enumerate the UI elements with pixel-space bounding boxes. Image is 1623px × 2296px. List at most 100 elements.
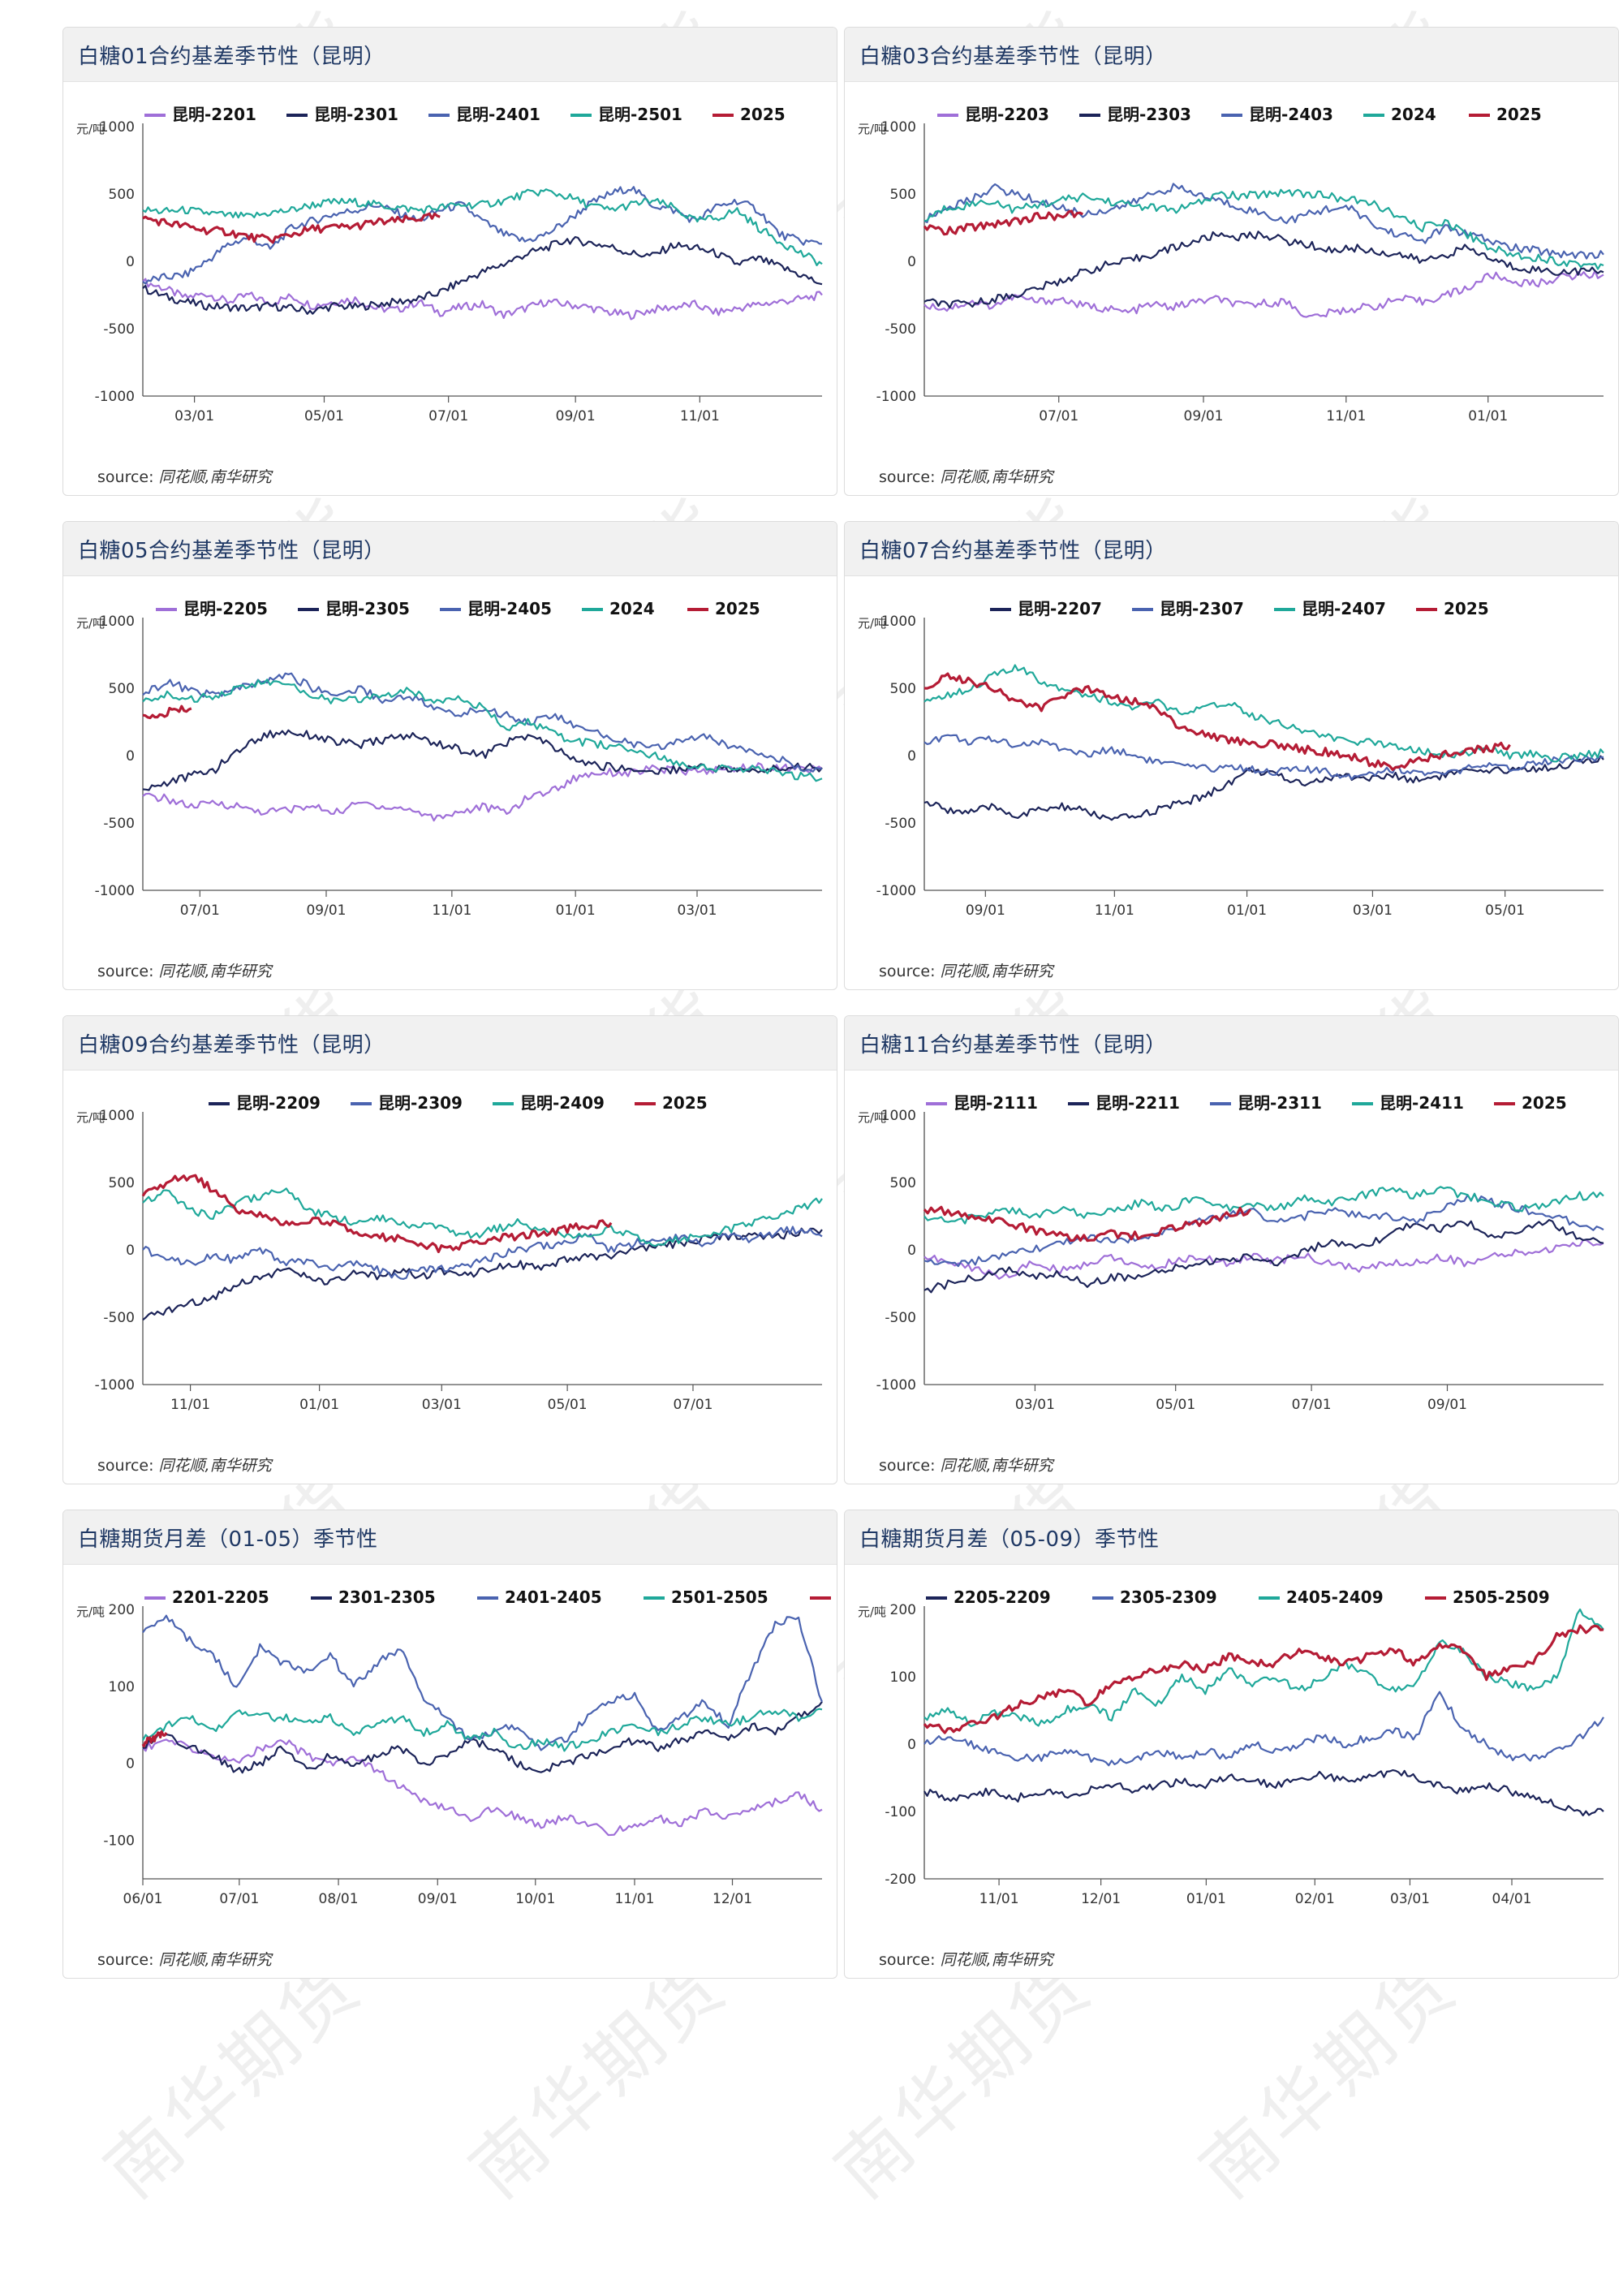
legend-label: 2025 xyxy=(1496,105,1542,124)
y-tick-label: 500 xyxy=(109,187,135,203)
chart-panel-07-basis: 白糖07合约基差季节性（昆明） 元/吨 1000 500 0 -500 -1000 09/0… xyxy=(844,521,1619,990)
legend-label: 2025 xyxy=(1522,1093,1567,1113)
legend-label: 2405-2409 xyxy=(1286,1587,1384,1607)
x-tick-label: 07/01 xyxy=(673,1397,712,1413)
x-tick-label: 09/01 xyxy=(306,902,346,919)
series-line-昆明-2209 xyxy=(142,1227,823,1321)
series-line-2025 xyxy=(142,212,441,244)
legend-label: 2025 xyxy=(1444,599,1489,618)
legend-label: 2025 xyxy=(715,599,760,618)
y-tick-label: 100 xyxy=(109,1679,135,1695)
y-tick-label: 1000 xyxy=(100,119,135,136)
legend-label: 昆明-2309 xyxy=(378,1093,463,1113)
legend-label: 昆明-2411 xyxy=(1380,1093,1464,1113)
series-line-昆明-2203 xyxy=(923,269,1604,318)
chart-panel-05-basis: 白糖05合约基差季节性（昆明） 元/吨 1000 500 0 -500 -1000 07/0… xyxy=(62,521,837,990)
source-label: source: xyxy=(97,468,154,486)
series-line-昆明-2201 xyxy=(142,278,823,321)
y-tick-label: 500 xyxy=(890,1175,916,1191)
x-tick-label: 01/01 xyxy=(556,902,596,919)
x-tick-label: 09/01 xyxy=(556,408,596,424)
x-tick-label: 01/01 xyxy=(1468,408,1508,424)
source-label: source: xyxy=(97,963,154,980)
y-tick-label: 200 xyxy=(890,1602,916,1618)
series-line-2024 xyxy=(142,678,823,782)
y-tick-label: -1000 xyxy=(95,1377,135,1394)
y-axis-unit: 元/吨 xyxy=(858,616,886,631)
panel-title: 白糖03合约基差季节性（昆明） xyxy=(859,44,1167,69)
y-tick-label: 1000 xyxy=(881,1108,916,1124)
panel-header: 白糖09合约基差季节性（昆明） xyxy=(63,1016,837,1070)
series-line-昆明-2305 xyxy=(142,729,823,791)
y-tick-label: -1000 xyxy=(95,883,135,899)
y-tick-label: 500 xyxy=(109,1175,135,1191)
y-axis-unit: 元/吨 xyxy=(76,1605,105,1619)
legend-label: 2205-2209 xyxy=(954,1587,1051,1607)
legend-label: 2301-2305 xyxy=(338,1587,436,1607)
chart-panel-spread-01-05: 白糖期货月差（01-05）季节性 元/吨 200 100 0 -100 06/01 07/0… xyxy=(62,1510,837,1979)
x-tick-label: 05/01 xyxy=(1156,1397,1195,1413)
x-tick-label: 11/01 xyxy=(432,902,471,919)
series-line-2505-2509 xyxy=(923,1624,1604,1734)
x-tick-label: 07/01 xyxy=(219,1891,259,1907)
legend-label: 昆明-2307 xyxy=(1160,599,1244,618)
series-line-2025 xyxy=(141,1730,168,1748)
series-line-2205-2209 xyxy=(923,1769,1604,1816)
legend-label: 2501-2505 xyxy=(671,1587,768,1607)
legend-label: 昆明-2211 xyxy=(1096,1093,1180,1113)
source-note: source: 同花顺,南华研究 xyxy=(97,1948,272,1970)
series-line-2025 xyxy=(923,209,1083,236)
x-tick-label: 03/01 xyxy=(174,408,214,424)
y-axis-unit: 元/吨 xyxy=(76,122,105,136)
source-text: 同花顺,南华研究 xyxy=(158,1457,272,1475)
y-tick-label: -200 xyxy=(885,1872,916,1888)
y-tick-label: -500 xyxy=(103,1310,135,1326)
source-text: 同花顺,南华研究 xyxy=(158,1951,272,1969)
source-note: source: 同花顺,南华研究 xyxy=(879,1454,1053,1475)
y-axis-unit: 元/吨 xyxy=(858,1605,886,1619)
x-tick-label: 12/01 xyxy=(1081,1891,1121,1907)
legend-label: 昆明-2401 xyxy=(456,105,540,124)
legend-label: 昆明-2209 xyxy=(236,1093,321,1113)
legend-label: 昆明-2403 xyxy=(1249,105,1333,124)
y-axis-unit: 元/吨 xyxy=(858,1110,886,1125)
line-chart: 元/吨 200 100 0 -100 -200 11/01 12/01 01/01 02/01 03… xyxy=(858,1587,1604,1907)
legend-label: 2024 xyxy=(1391,105,1436,124)
source-text: 同花顺,南华研究 xyxy=(158,963,272,980)
x-tick-label: 12/01 xyxy=(712,1891,752,1907)
y-tick-label: -1000 xyxy=(95,389,135,405)
legend-label: 2024 xyxy=(609,599,655,618)
series-line-昆明-2211 xyxy=(923,1219,1604,1294)
x-tick-label: 03/01 xyxy=(1390,1891,1430,1907)
y-tick-label: 100 xyxy=(890,1669,916,1686)
x-tick-label: 09/01 xyxy=(966,902,1005,919)
series-line-2025 xyxy=(923,1205,1252,1243)
source-text: 同花顺,南华研究 xyxy=(940,1951,1053,1969)
series-line-2024 xyxy=(923,188,1604,270)
source-text: 同花顺,南华研究 xyxy=(940,963,1053,980)
x-tick-label: 11/01 xyxy=(979,1891,1019,1907)
legend-label: 昆明-2311 xyxy=(1238,1093,1322,1113)
panel-title: 白糖期货月差（05-09）季节性 xyxy=(859,1527,1160,1552)
y-tick-label: -500 xyxy=(885,1310,916,1326)
y-tick-label: -1000 xyxy=(876,1377,916,1394)
x-tick-label: 02/01 xyxy=(1295,1891,1335,1907)
y-tick-label: 0 xyxy=(907,748,916,765)
source-label: source: xyxy=(879,1457,936,1475)
y-tick-label: 1000 xyxy=(100,614,135,630)
y-tick-label: -500 xyxy=(885,321,916,338)
source-label: source: xyxy=(97,1951,154,1969)
x-tick-label: 04/01 xyxy=(1492,1891,1532,1907)
x-tick-label: 03/01 xyxy=(677,902,717,919)
x-tick-label: 06/01 xyxy=(123,1891,163,1907)
series-line-昆明-2311 xyxy=(923,1192,1604,1268)
series-line-昆明-2205 xyxy=(142,762,823,822)
legend-label: 昆明-2303 xyxy=(1107,105,1191,124)
series-line-昆明-2309 xyxy=(142,1226,823,1280)
series-line-昆明-2307 xyxy=(923,734,1604,781)
y-tick-label: 200 xyxy=(109,1602,135,1618)
panel-header: 白糖03合约基差季节性（昆明） xyxy=(845,28,1618,82)
